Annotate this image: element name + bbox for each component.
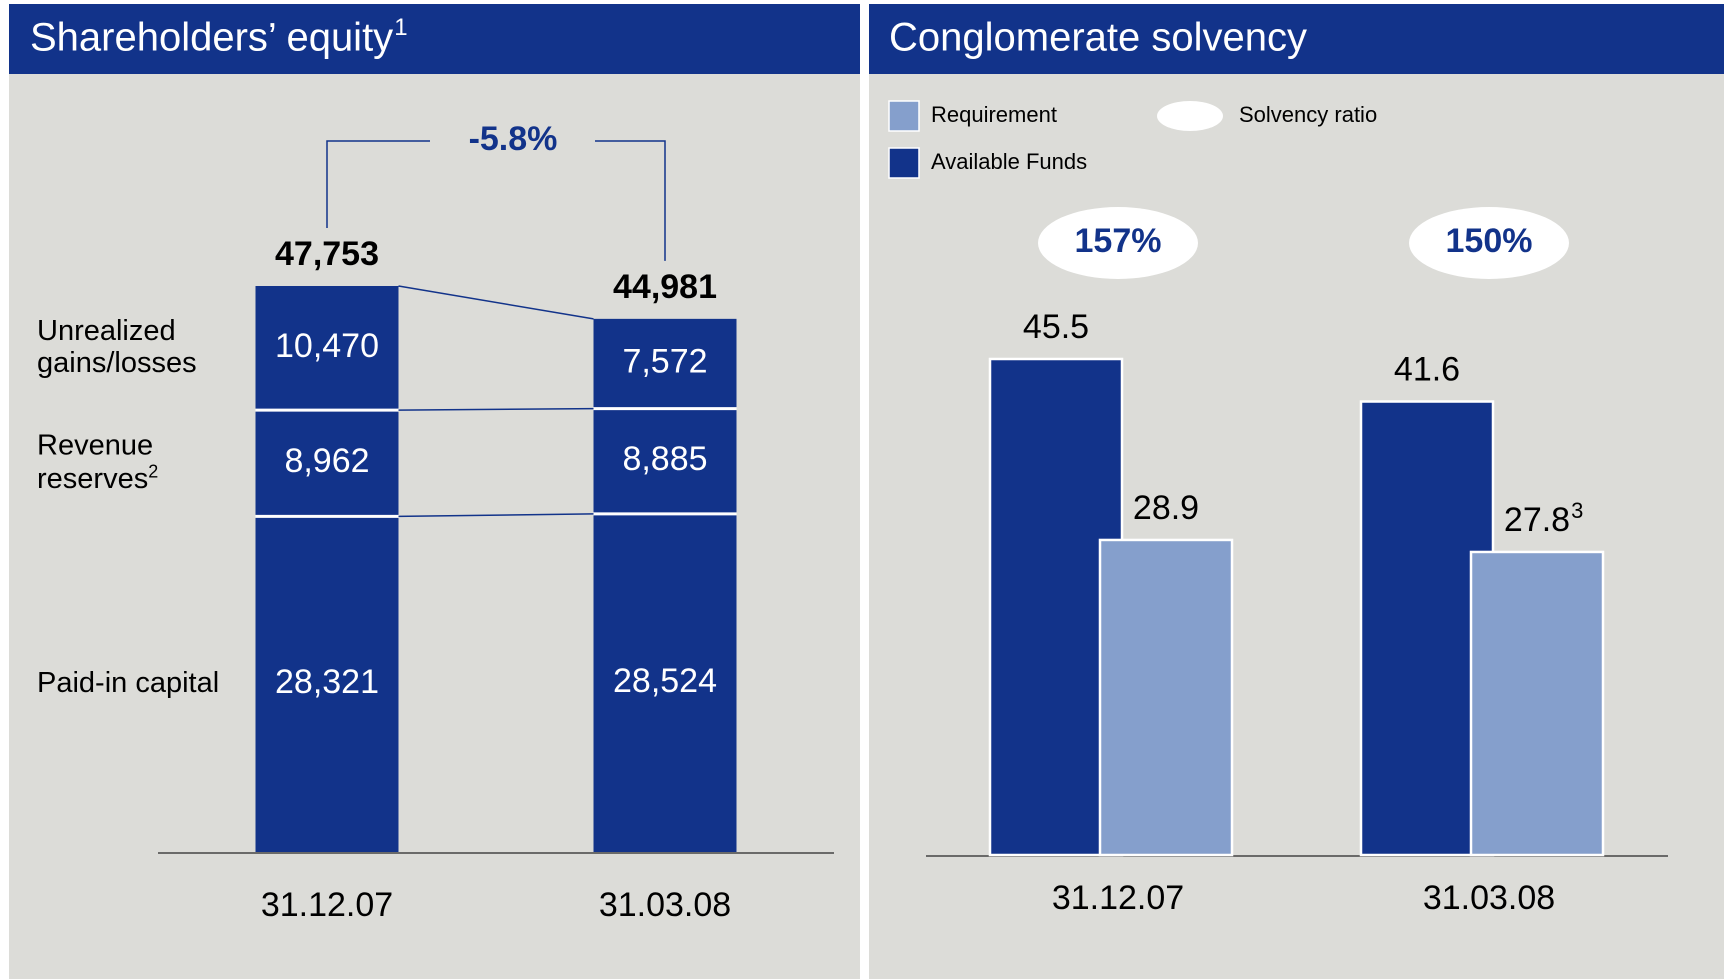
x-tick-label: 31.03.08 [599,886,731,924]
value-label: 7,572 [622,343,707,381]
bar [1098,538,1234,857]
header-bar [869,4,1724,74]
value-label: 27.8 [1504,501,1570,539]
value-label: 45.5 [1023,308,1089,346]
series-label: Paid-in capital [37,667,237,700]
series-label: Revenue reserves2 [37,430,237,495]
footnote-mark: 1 [394,14,407,41]
total-label: 44,981 [613,268,717,306]
footnote-mark: 3 [1571,498,1583,523]
x-tick-label: 31.12.07 [1052,879,1184,917]
value-label: 8,885 [622,440,707,478]
series-label: Unrealized gains/losses [37,315,237,380]
bar [1469,550,1605,857]
series-name: Paid-in capital [37,667,220,700]
value-label: 28,321 [275,663,379,701]
legend-swatch [1157,101,1223,131]
connector [398,407,594,411]
value-label: 8,962 [284,442,369,480]
change-bracket [595,140,666,261]
bar-segment [593,318,737,409]
bar-segment [593,513,737,852]
legend-swatch [888,147,920,179]
legend-label: Available Funds [931,149,1087,174]
value-label: 28,524 [613,662,717,700]
series-name: Unrealized gains/losses [37,315,197,380]
chart-title: Conglomerate solvency [889,16,1307,60]
connector [398,513,594,518]
value-label: 41.6 [1394,350,1460,388]
bar-segment [255,286,399,411]
total-label: 47,753 [275,235,379,273]
chart-title: Shareholders’ equity [30,16,393,60]
header-bar [9,4,860,74]
ratio-label: 157% [1075,222,1162,260]
value-label: 10,470 [275,327,379,365]
connector [398,285,594,320]
change-label: -5.8% [469,120,558,158]
ratio-label: 150% [1446,222,1533,260]
ratio-bubble [1409,207,1569,279]
bar-segment [255,410,399,517]
legend-swatch [888,100,920,132]
bar-segment [593,408,737,514]
footnote-mark: 2 [148,461,159,482]
value-label: 28.9 [1133,489,1199,527]
x-tick-label: 31.03.08 [1423,879,1555,917]
ratio-bubble [1038,207,1198,279]
series-name: Revenue reserves [37,429,154,496]
bar-segment [255,516,399,852]
legend-label: Requirement [931,102,1057,127]
legend-label: Solvency ratio [1239,102,1377,127]
x-tick-label: 31.12.07 [261,886,393,924]
change-bracket [326,140,430,228]
